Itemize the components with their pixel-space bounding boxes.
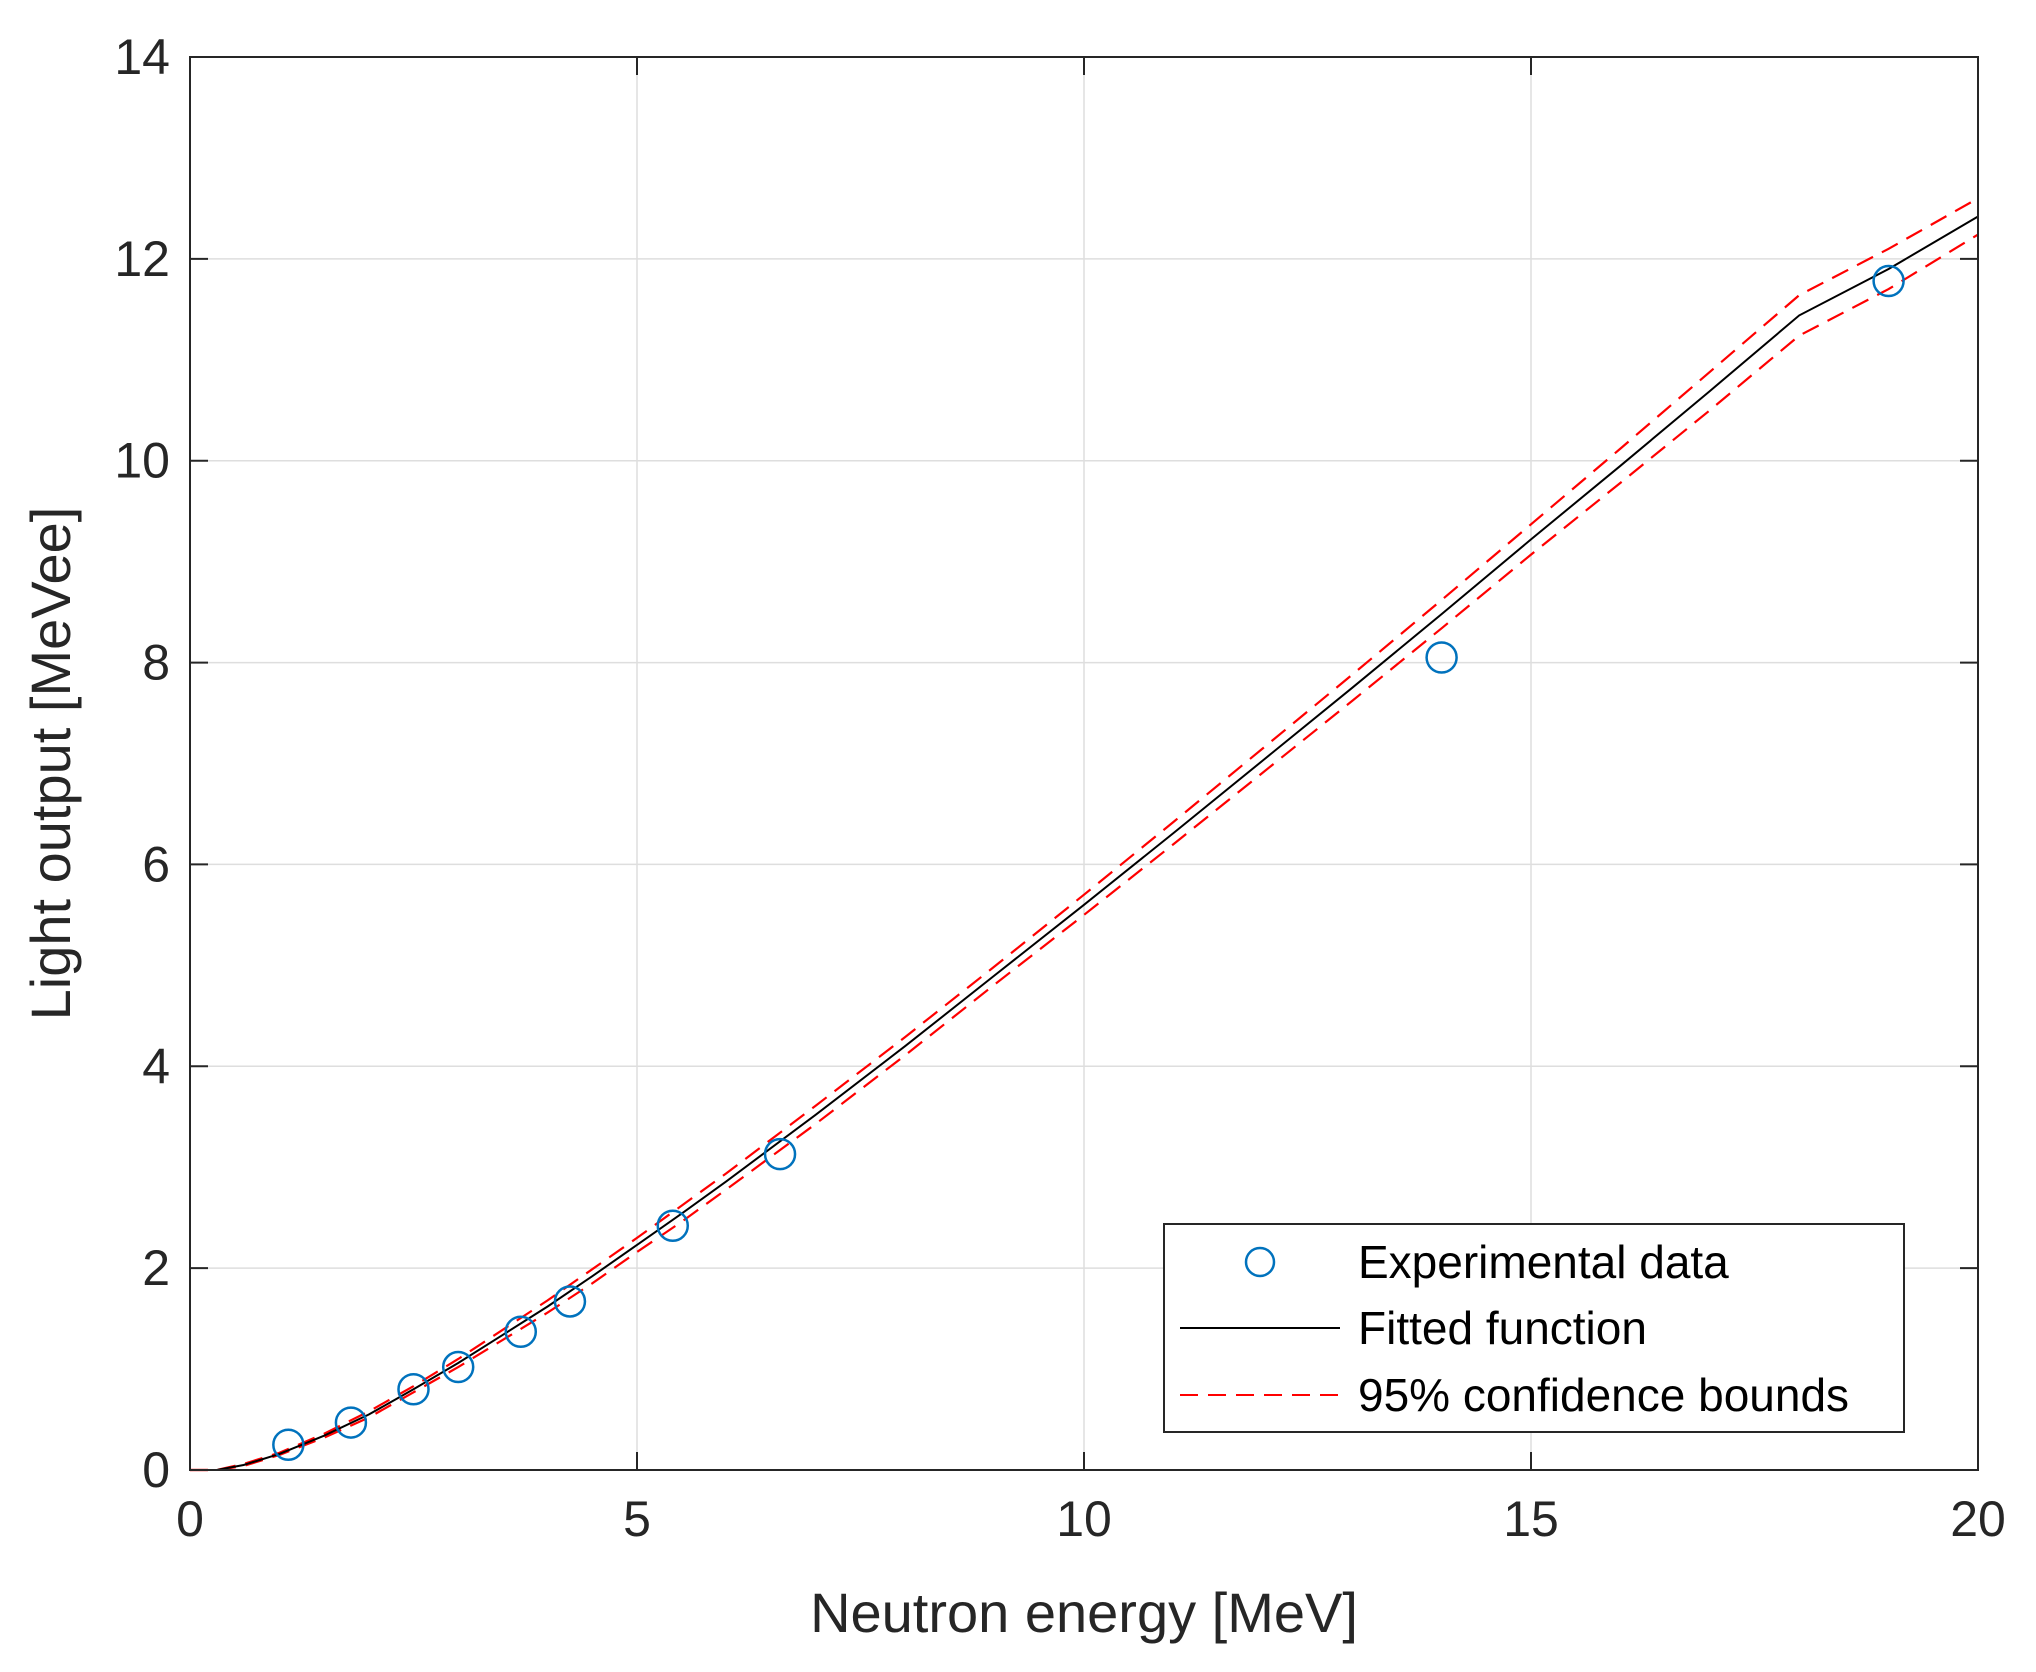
x-tick-label: 15 <box>1503 1491 1559 1547</box>
legend-label-fitted: Fitted function <box>1358 1302 1647 1354</box>
experimental-data-point <box>553 1285 587 1318</box>
x-tick-label: 5 <box>623 1491 651 1547</box>
x-tick-label: 20 <box>1950 1491 2006 1547</box>
y-axis-label: Light output [MeVee] <box>19 507 82 1021</box>
experimental-data-point <box>656 1209 690 1243</box>
confidence-bounds-layer <box>190 197 1979 1472</box>
legend-label-experimental: Experimental data <box>1358 1236 1729 1288</box>
x-axis-label: Neutron energy [MeV] <box>810 1581 1358 1644</box>
experimental-data-point <box>441 1350 475 1384</box>
experimental-data-point <box>272 1428 305 1462</box>
y-tick-label: 14 <box>114 29 170 85</box>
experimental-data-point <box>504 1315 538 1348</box>
experimental-data-point <box>763 1137 797 1171</box>
experimental-data-point <box>397 1373 430 1406</box>
ticks-layer: 0 5 10 15 20 0 2 4 6 8 10 12 14 <box>114 29 2005 1547</box>
experimental-points-layer <box>272 264 1905 1462</box>
fitted-function-line <box>190 215 1979 1471</box>
upper-confidence-bound-line <box>190 197 1979 1472</box>
experimental-data-point <box>334 1406 368 1439</box>
legend-label-bounds: 95% confidence bounds <box>1358 1369 1849 1421</box>
y-tick-label: 2 <box>142 1240 170 1296</box>
x-tick-label: 0 <box>176 1491 204 1547</box>
legend-marker-experimental <box>1244 1246 1276 1278</box>
experimental-data-point <box>1425 641 1458 674</box>
lower-confidence-bound-line <box>190 233 1979 1472</box>
experimental-data-point <box>1872 264 1905 298</box>
fitted-function-layer <box>190 215 1979 1471</box>
legend: Experimental data Fitted function 95% co… <box>1163 1223 1905 1433</box>
y-tick-label: 0 <box>142 1442 170 1498</box>
y-tick-label: 12 <box>114 231 170 287</box>
x-tick-label: 10 <box>1056 1491 1112 1547</box>
y-tick-label: 4 <box>142 1038 170 1094</box>
y-tick-label: 6 <box>142 836 170 892</box>
y-tick-label: 8 <box>142 635 170 691</box>
y-tick-label: 10 <box>114 433 170 489</box>
